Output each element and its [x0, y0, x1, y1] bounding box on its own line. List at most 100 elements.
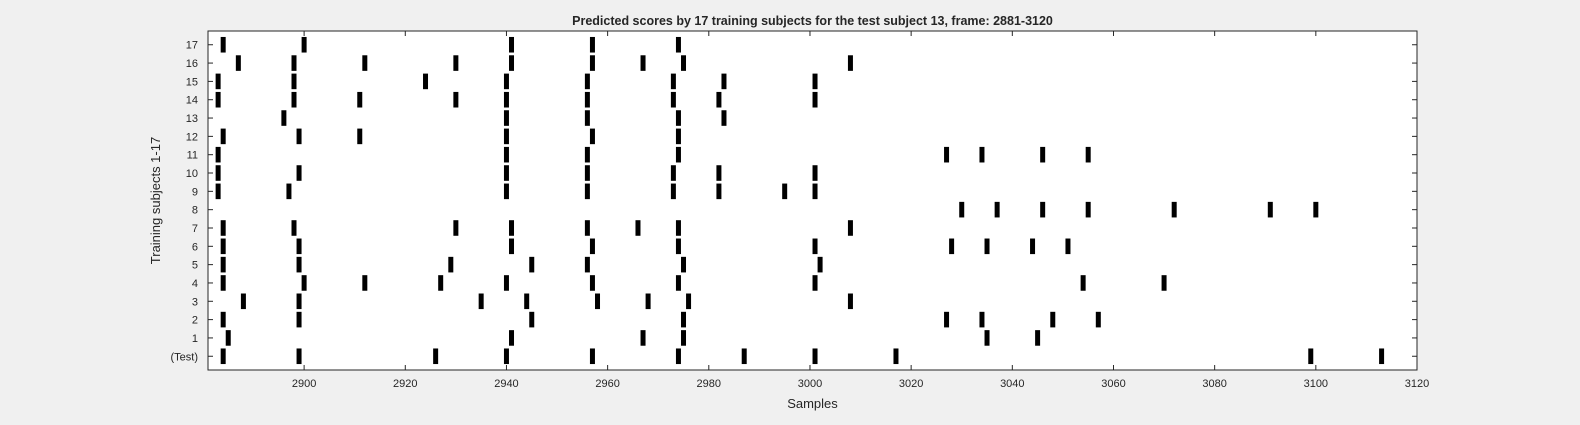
score-mark: [584, 183, 590, 200]
score-mark: [675, 275, 681, 291]
score-mark: [1035, 330, 1041, 346]
score-mark: [240, 293, 246, 310]
score-mark: [1379, 348, 1385, 365]
score-mark: [584, 256, 590, 273]
score-mark: [503, 165, 509, 181]
score-mark: [812, 91, 818, 108]
score-mark: [721, 73, 727, 90]
score-mark: [741, 348, 747, 365]
score-mark: [584, 220, 590, 236]
x-tick-label: 3120: [1405, 378, 1429, 390]
score-mark: [584, 91, 590, 108]
score-mark: [1065, 238, 1071, 255]
y-tick-label: 9: [192, 186, 198, 198]
score-mark: [716, 165, 722, 181]
score-mark: [503, 91, 509, 108]
score-mark: [503, 275, 509, 291]
score-mark: [716, 91, 722, 108]
x-tick-label: 2980: [697, 378, 721, 390]
score-mark: [681, 330, 687, 346]
score-mark: [215, 165, 221, 181]
score-mark: [984, 330, 990, 346]
score-mark: [220, 36, 226, 53]
score-mark: [448, 256, 454, 273]
y-tick-label: 17: [186, 40, 198, 52]
score-mark: [433, 348, 439, 365]
score-mark: [215, 73, 221, 90]
y-tick-label: 8: [192, 205, 198, 217]
score-mark: [640, 55, 646, 71]
y-tick-label: 11: [187, 150, 198, 162]
score-mark: [589, 55, 595, 71]
score-mark: [949, 238, 955, 255]
score-mark: [1171, 201, 1177, 218]
score-mark: [503, 128, 509, 145]
score-mark: [281, 110, 287, 126]
score-mark: [812, 348, 818, 365]
score-mark: [503, 146, 509, 163]
score-mark: [589, 238, 595, 255]
score-mark: [595, 293, 601, 310]
score-mark: [529, 256, 535, 273]
score-mark: [296, 311, 302, 328]
score-mark: [812, 183, 818, 200]
y-tick-label: 2: [192, 315, 198, 327]
score-mark: [670, 183, 676, 200]
score-mark: [1308, 348, 1314, 365]
score-mark: [589, 275, 595, 291]
score-mark: [291, 220, 297, 236]
x-tick-label: 3100: [1304, 378, 1328, 390]
score-mark: [681, 55, 687, 71]
score-mark: [509, 330, 515, 346]
score-mark: [1267, 201, 1273, 218]
x-tick-label: 3080: [1202, 378, 1226, 390]
y-tick-label: 1: [192, 333, 198, 345]
chart-title: Predicted scores by 17 training subjects…: [572, 14, 1053, 28]
score-mark: [675, 110, 681, 126]
score-mark: [681, 256, 687, 273]
y-tick-label: (Test): [171, 351, 199, 363]
x-tick-label: 3000: [798, 378, 822, 390]
score-mark: [235, 55, 241, 71]
score-mark: [357, 128, 363, 145]
score-mark: [215, 146, 221, 163]
score-mark: [215, 183, 221, 200]
data-marks: [215, 36, 1385, 365]
x-axis-label: Samples: [787, 396, 838, 411]
score-mark: [291, 91, 297, 108]
score-mark: [670, 165, 676, 181]
score-mark: [675, 220, 681, 236]
score-mark: [847, 55, 853, 71]
x-axis-ticks: 2900 2920 2940 2960 2980 3000 3020 3040 3060 3080…: [292, 31, 1429, 390]
score-mark: [979, 311, 985, 328]
x-tick-label: 2940: [494, 378, 518, 390]
score-mark: [1313, 201, 1319, 218]
x-tick-label: 3060: [1101, 378, 1125, 390]
score-mark: [686, 293, 692, 310]
score-mark: [296, 238, 302, 255]
score-mark: [453, 220, 459, 236]
score-mark: [220, 256, 226, 273]
score-mark: [296, 256, 302, 273]
score-mark: [509, 55, 515, 71]
score-mark: [675, 348, 681, 365]
score-mark: [286, 183, 292, 200]
score-mark: [584, 110, 590, 126]
score-mark: [362, 55, 368, 71]
score-mark: [893, 348, 899, 365]
y-tick-label: 10: [186, 168, 198, 180]
score-mark: [1030, 238, 1036, 255]
x-tick-label: 3040: [1000, 378, 1024, 390]
score-mark: [529, 311, 535, 328]
score-mark: [296, 348, 302, 365]
score-mark: [220, 238, 226, 255]
score-mark: [675, 36, 681, 53]
score-mark: [1040, 146, 1046, 163]
score-mark: [362, 275, 368, 291]
score-mark: [984, 238, 990, 255]
score-mark: [675, 128, 681, 145]
score-mark: [503, 73, 509, 90]
score-mark: [220, 348, 226, 365]
y-tick-label: 5: [192, 260, 198, 272]
